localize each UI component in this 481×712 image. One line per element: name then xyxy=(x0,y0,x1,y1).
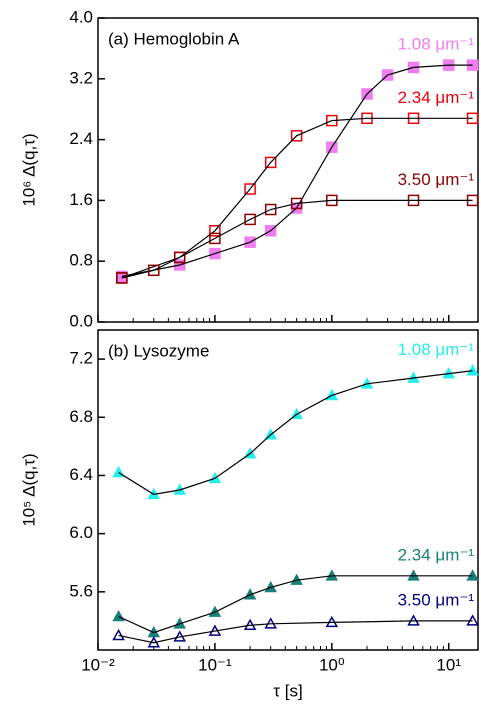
marker xyxy=(112,610,125,622)
series xyxy=(116,194,479,284)
marker xyxy=(209,225,221,237)
y-tick-label: 0.8 xyxy=(69,251,93,270)
fit-line xyxy=(118,575,473,634)
fit-line xyxy=(121,117,473,279)
y-tick-label: 6.0 xyxy=(69,523,93,542)
y-axis-label: 10⁶ Δ(q,τ) xyxy=(19,133,38,206)
plot-frame xyxy=(97,329,479,651)
y-tick-label: 6.8 xyxy=(69,407,93,426)
panel-title: (a) Hemoglobin A xyxy=(108,29,240,48)
y-axis-label: 10⁵ Δ(q,τ) xyxy=(19,453,38,526)
series-label: 3.50 μm⁻¹ xyxy=(398,170,475,189)
y-tick-label: 1.6 xyxy=(69,190,93,209)
fit-line xyxy=(118,620,473,644)
fit-line xyxy=(121,199,473,279)
x-tick-label: 10⁰ xyxy=(319,655,345,674)
marker xyxy=(116,272,128,284)
y-tick-label: 2.4 xyxy=(69,129,93,148)
plot-frame xyxy=(97,17,479,323)
fit-line xyxy=(121,64,473,277)
y-tick-label: 6.4 xyxy=(69,465,93,484)
marker xyxy=(209,232,221,245)
series-label: 3.50 μm⁻¹ xyxy=(398,590,475,609)
y-tick-label: 3.2 xyxy=(69,68,93,87)
series-label: 2.34 μm⁻¹ xyxy=(398,88,475,107)
marker xyxy=(264,156,277,169)
marker xyxy=(264,203,277,216)
marker xyxy=(244,213,256,226)
series-label: 1.08 μm⁻¹ xyxy=(398,340,475,359)
y-tick-label: 0.0 xyxy=(69,311,93,330)
marker xyxy=(290,130,303,142)
series-label: 1.08 μm⁻¹ xyxy=(398,35,475,54)
x-axis-label: τ [s] xyxy=(273,681,302,700)
y-tick-label: 5.6 xyxy=(69,581,93,600)
panel-title: (b) Lysozyme xyxy=(108,341,209,360)
fit-line xyxy=(118,370,473,495)
x-tick-label: 10⁻¹ xyxy=(198,655,232,674)
marker xyxy=(466,364,479,376)
x-tick-label: 10¹ xyxy=(436,655,461,674)
marker xyxy=(244,183,256,195)
marker xyxy=(112,628,125,641)
y-tick-label: 4.0 xyxy=(69,7,93,26)
marker xyxy=(148,264,160,277)
x-tick-label: 10⁻² xyxy=(81,655,115,674)
series xyxy=(112,364,479,500)
marker xyxy=(173,251,186,264)
y-tick-label: 7.2 xyxy=(69,349,93,368)
series-label: 2.34 μm⁻¹ xyxy=(398,545,475,564)
